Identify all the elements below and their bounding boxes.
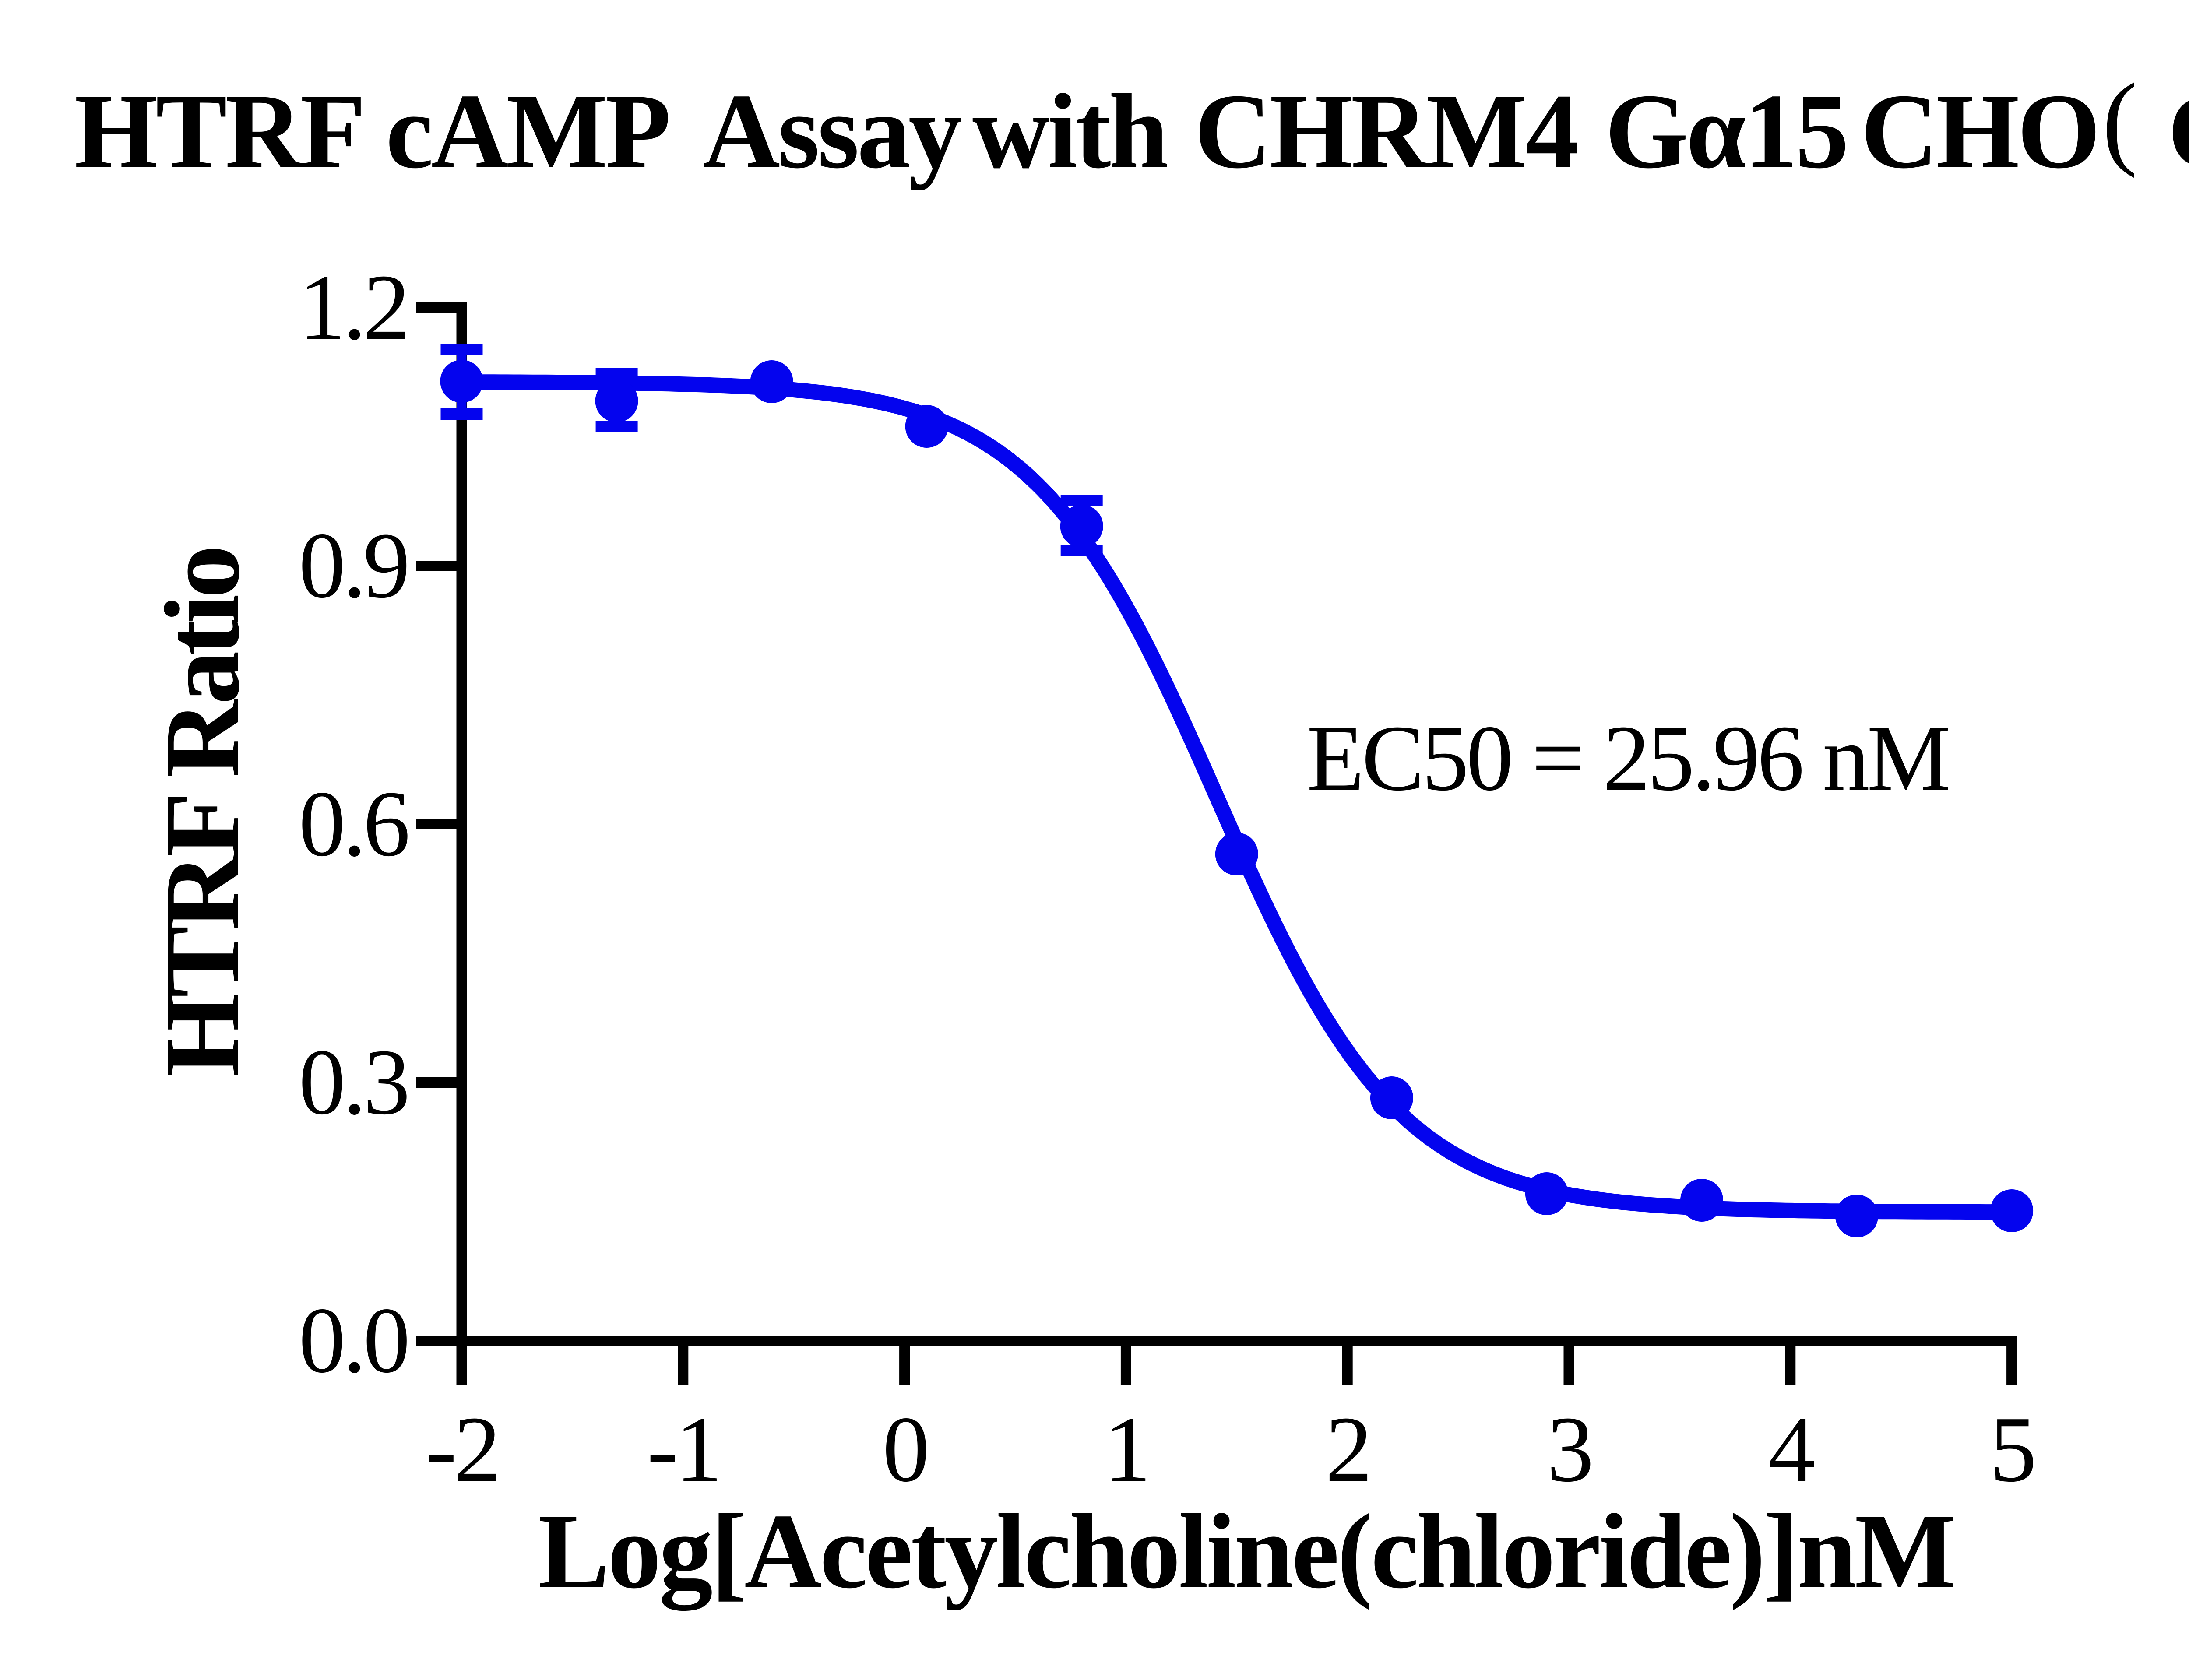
svg-text:0.0: 0.0	[299, 1288, 407, 1392]
svg-text:3: 3	[1547, 1397, 1591, 1501]
svg-text:0.3: 0.3	[299, 1030, 407, 1134]
svg-text:1.2: 1.2	[299, 255, 407, 359]
svg-text:Log[Acetylcholine(chloride)]nM: Log[Acetylcholine(chloride)]nM	[538, 1492, 1954, 1611]
svg-text:HTRF Ratio: HTRF Ratio	[143, 548, 261, 1076]
svg-text:0: 0	[883, 1397, 927, 1501]
svg-text:-2: -2	[426, 1397, 498, 1501]
svg-text:1: 1	[1104, 1397, 1148, 1501]
svg-text:4: 4	[1768, 1397, 1814, 1501]
svg-text:-1: -1	[647, 1397, 719, 1501]
svg-text:EC50 = 25.96 nM: EC50 = 25.96 nM	[1307, 706, 1948, 810]
svg-text:2: 2	[1325, 1397, 1369, 1501]
svg-text:0.9: 0.9	[299, 513, 407, 618]
svg-text:0.6: 0.6	[299, 771, 408, 876]
svg-text:(C7): (C7)	[2102, 62, 2189, 190]
svg-text:5: 5	[1990, 1397, 2034, 1501]
